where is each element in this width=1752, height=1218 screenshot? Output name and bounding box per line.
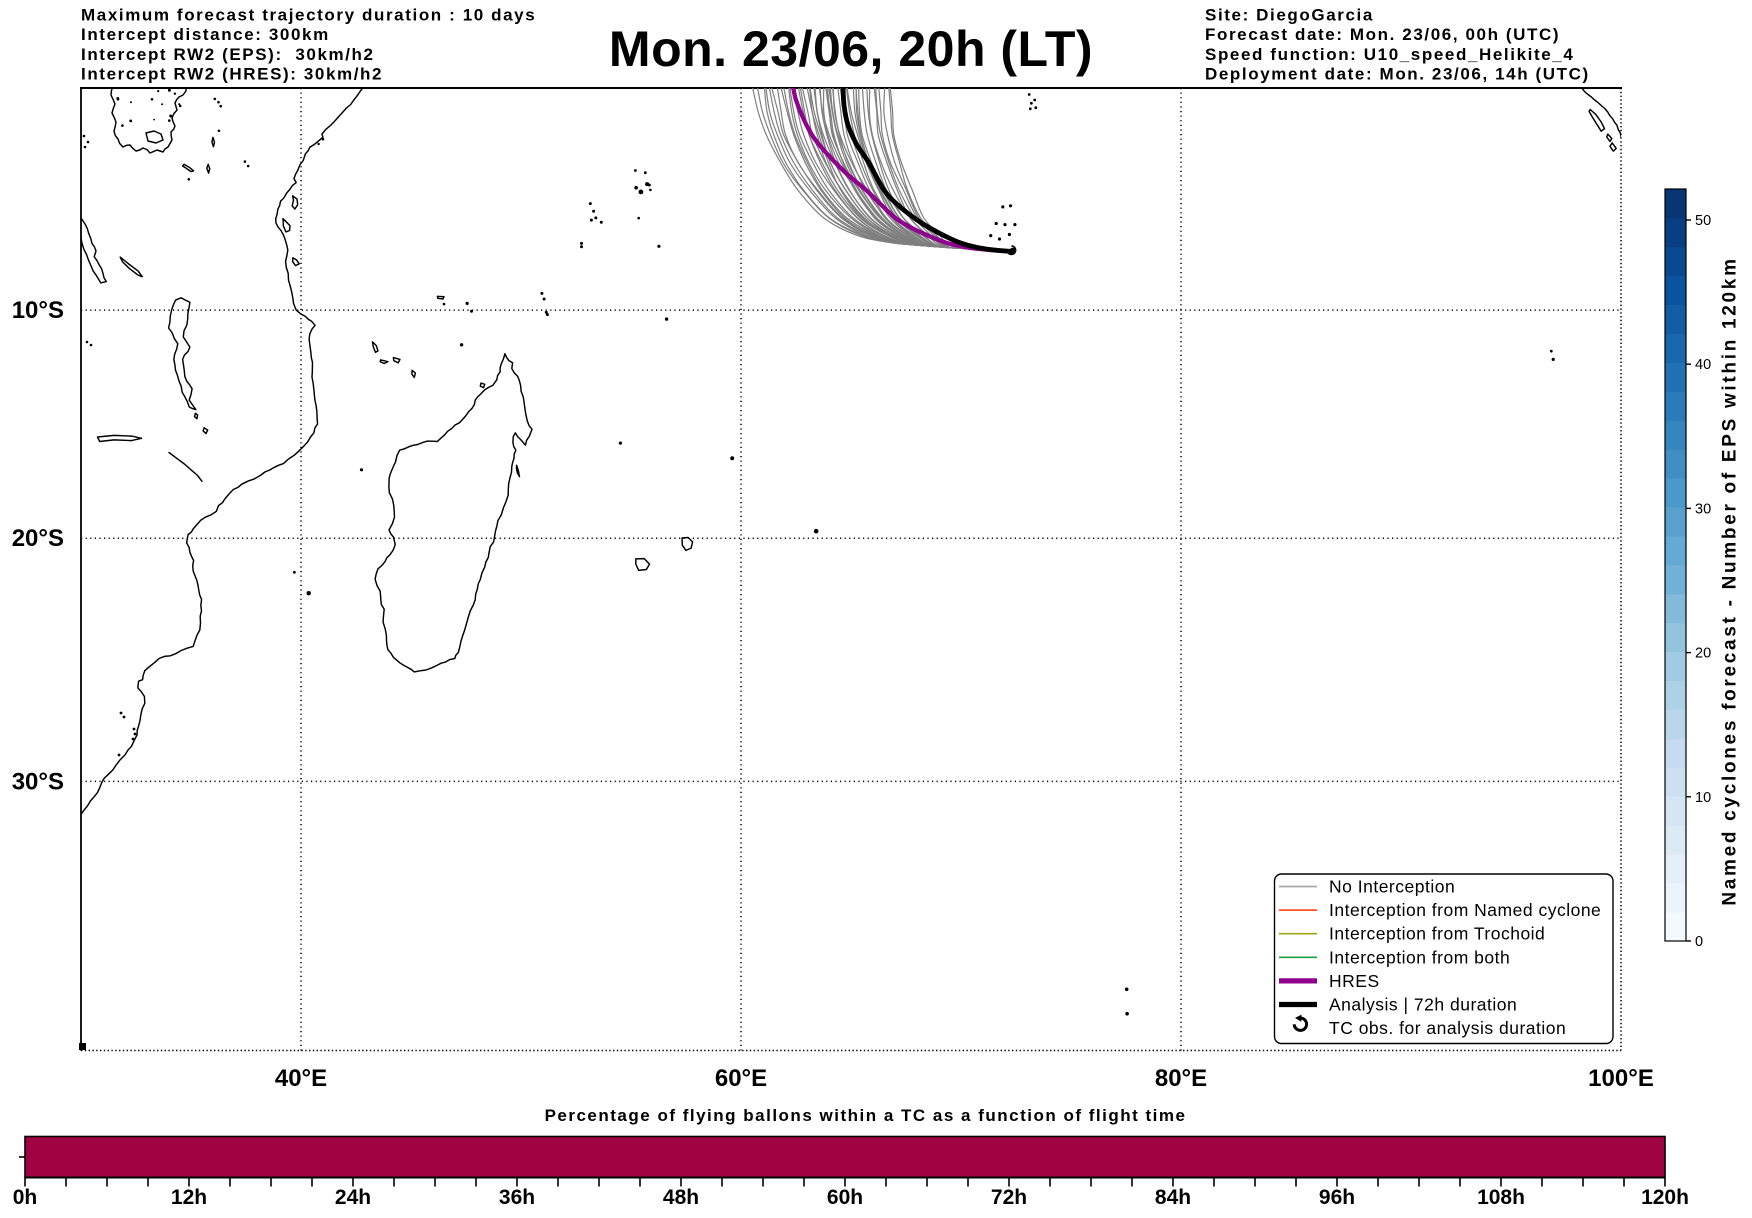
svg-text:0h: 0h <box>13 1186 38 1209</box>
svg-text:TC obs. for analysis duration: TC obs. for analysis duration <box>1329 1018 1566 1038</box>
svg-text:Interception from both: Interception from both <box>1329 947 1510 967</box>
svg-text:Deployment date: Mon. 23/06, 1: Deployment date: Mon. 23/06, 14h (UTC) <box>1205 65 1590 84</box>
svg-text:Forecast date: Mon. 23/06, 00h: Forecast date: Mon. 23/06, 00h (UTC) <box>1205 25 1560 44</box>
svg-text:Percentage of flying ballons w: Percentage of flying ballons within a TC… <box>545 1106 1187 1125</box>
svg-text:0: 0 <box>1695 934 1703 950</box>
svg-text:Mon. 23/06, 20h (LT): Mon. 23/06, 20h (LT) <box>609 21 1093 77</box>
svg-text:Interception from Trochoid: Interception from Trochoid <box>1329 924 1545 944</box>
svg-text:108h: 108h <box>1477 1186 1525 1209</box>
svg-text:48h: 48h <box>663 1186 699 1209</box>
svg-text:72h: 72h <box>991 1186 1027 1209</box>
svg-text:10°S: 10°S <box>12 297 64 324</box>
svg-text:Analysis | 72h duration: Analysis | 72h duration <box>1329 995 1517 1015</box>
svg-text:10: 10 <box>1695 790 1711 806</box>
svg-text:24h: 24h <box>335 1186 371 1209</box>
svg-text:Site: DiegoGarcia: Site: DiegoGarcia <box>1205 6 1374 25</box>
svg-text:20: 20 <box>1695 646 1711 662</box>
svg-text:40°E: 40°E <box>275 1065 327 1092</box>
svg-text:No Interception: No Interception <box>1329 877 1455 897</box>
svg-text:HRES: HRES <box>1329 971 1380 991</box>
svg-text:60h: 60h <box>827 1186 863 1209</box>
svg-text:40: 40 <box>1695 357 1711 373</box>
svg-text:36h: 36h <box>499 1186 535 1209</box>
svg-text:30: 30 <box>1695 501 1711 517</box>
svg-text:20°S: 20°S <box>12 525 64 552</box>
svg-text:100°E: 100°E <box>1588 1065 1654 1092</box>
svg-text:120h: 120h <box>1641 1186 1689 1209</box>
svg-text:Named cyclones forecast - Numb: Named cyclones forecast - Number of EPS … <box>1720 256 1741 905</box>
svg-text:Speed function: U10_speed_Heli: Speed function: U10_speed_Helikite_4 <box>1205 45 1574 64</box>
svg-text:80°E: 80°E <box>1155 1065 1207 1092</box>
svg-text:60°E: 60°E <box>715 1065 767 1092</box>
svg-text:30°S: 30°S <box>12 768 64 795</box>
svg-text:Maximum forecast trajectory du: Maximum forecast trajectory duration : 1… <box>81 6 536 25</box>
svg-text:50: 50 <box>1695 213 1711 229</box>
svg-text:96h: 96h <box>1319 1186 1355 1209</box>
svg-text:Intercept RW2 (EPS): 30km/h2: Intercept RW2 (EPS): 30km/h2 <box>81 45 375 64</box>
svg-text:Intercept distance: 300km: Intercept distance: 300km <box>81 25 330 44</box>
svg-text:Interception from Named cyclon: Interception from Named cyclone <box>1329 900 1601 920</box>
svg-text:12h: 12h <box>171 1186 207 1209</box>
svg-text:Intercept RW2 (HRES): 30km/h2: Intercept RW2 (HRES): 30km/h2 <box>81 65 383 84</box>
svg-text:84h: 84h <box>1155 1186 1191 1209</box>
